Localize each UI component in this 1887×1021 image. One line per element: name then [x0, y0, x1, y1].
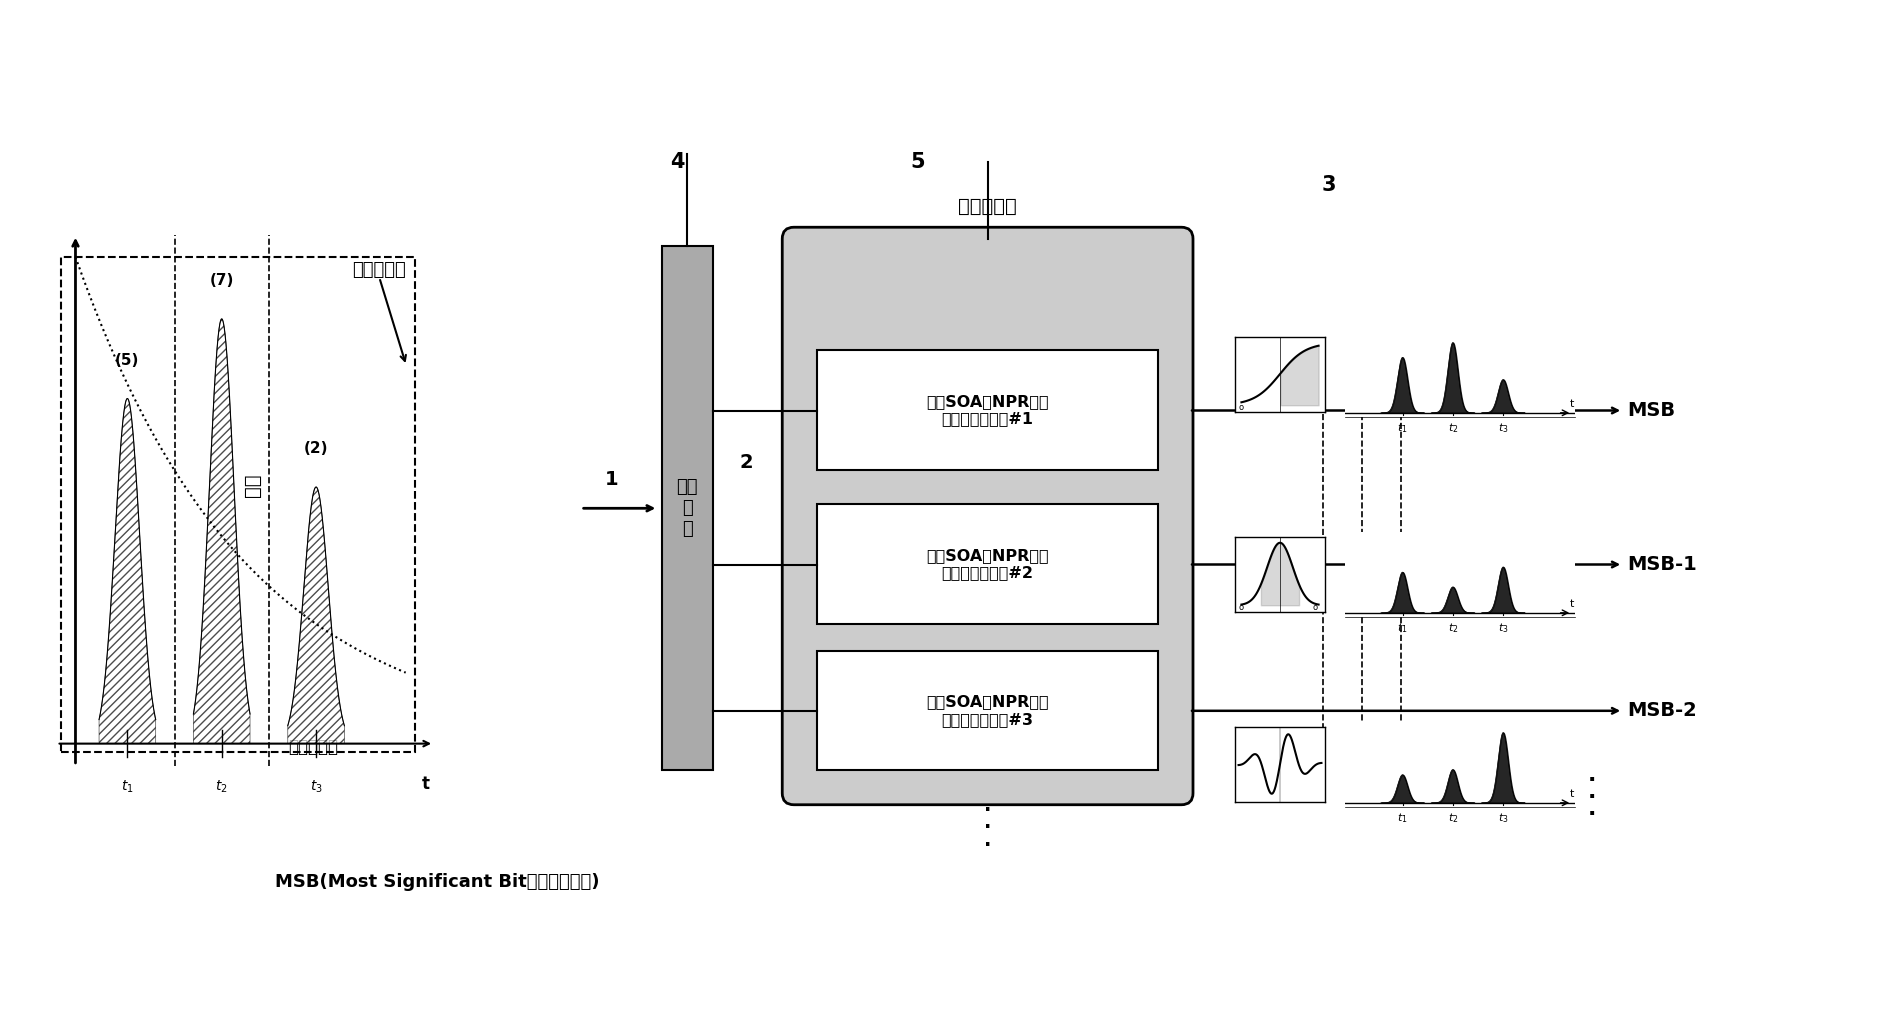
Text: t: t	[421, 775, 430, 792]
Text: 4: 4	[670, 152, 685, 172]
Text: $t_1$: $t_1$	[1396, 812, 1408, 825]
Text: o: o	[1240, 603, 1244, 613]
FancyBboxPatch shape	[817, 504, 1159, 624]
Text: 模拟光信号: 模拟光信号	[353, 260, 406, 279]
Text: 2: 2	[740, 452, 753, 472]
Text: (2): (2)	[304, 441, 328, 456]
Text: 基于SOA中NPR效应
的量化编码单元#2: 基于SOA中NPR效应 的量化编码单元#2	[927, 548, 1049, 580]
Text: 5: 5	[911, 152, 925, 172]
Text: ·
·
·: · · ·	[1589, 770, 1596, 824]
Text: $t_1$: $t_1$	[1396, 422, 1408, 436]
Text: $t_3$: $t_3$	[1498, 812, 1508, 825]
Text: $t_2$: $t_2$	[1447, 812, 1459, 825]
Text: 功率: 功率	[243, 474, 262, 497]
Text: 1: 1	[606, 470, 619, 489]
Text: o: o	[1240, 403, 1244, 412]
Text: $t_2$: $t_2$	[1447, 622, 1459, 635]
Text: (7): (7)	[209, 273, 234, 288]
Text: $t_3$: $t_3$	[1498, 622, 1508, 635]
Text: $t_1$: $t_1$	[121, 779, 134, 795]
Text: 量化和编码: 量化和编码	[959, 197, 1017, 215]
Text: $t_2$: $t_2$	[1447, 422, 1459, 436]
FancyBboxPatch shape	[783, 228, 1193, 805]
FancyBboxPatch shape	[662, 246, 713, 770]
FancyBboxPatch shape	[817, 350, 1159, 470]
Text: t: t	[1570, 789, 1574, 799]
Text: t: t	[1570, 599, 1574, 610]
Text: $t_3$: $t_3$	[309, 779, 323, 795]
Text: MSB(Most Significant Bit，最高有效位): MSB(Most Significant Bit，最高有效位)	[276, 873, 600, 890]
Text: MSB-1: MSB-1	[1627, 555, 1696, 574]
Text: 基于SOA中NPR效应
的量化编码单元#1: 基于SOA中NPR效应 的量化编码单元#1	[927, 394, 1049, 427]
Text: ·
·
·: · · ·	[983, 800, 991, 855]
FancyBboxPatch shape	[817, 650, 1159, 770]
Text: $t_1$: $t_1$	[1396, 622, 1408, 635]
Text: $t_2$: $t_2$	[215, 779, 228, 795]
Text: o: o	[1311, 603, 1317, 613]
Text: 抑样光脉冲: 抑样光脉冲	[289, 738, 338, 756]
Text: 基于SOA中NPR效应
的量化编码单元#3: 基于SOA中NPR效应 的量化编码单元#3	[927, 694, 1049, 727]
Text: $t_3$: $t_3$	[1498, 422, 1508, 436]
Text: 功率
分
配: 功率 分 配	[677, 479, 698, 538]
Text: t: t	[1570, 399, 1574, 409]
Text: MSB-2: MSB-2	[1627, 701, 1696, 720]
Text: (5): (5)	[115, 352, 140, 368]
Text: 3: 3	[1321, 175, 1336, 195]
Text: MSB: MSB	[1627, 401, 1676, 420]
